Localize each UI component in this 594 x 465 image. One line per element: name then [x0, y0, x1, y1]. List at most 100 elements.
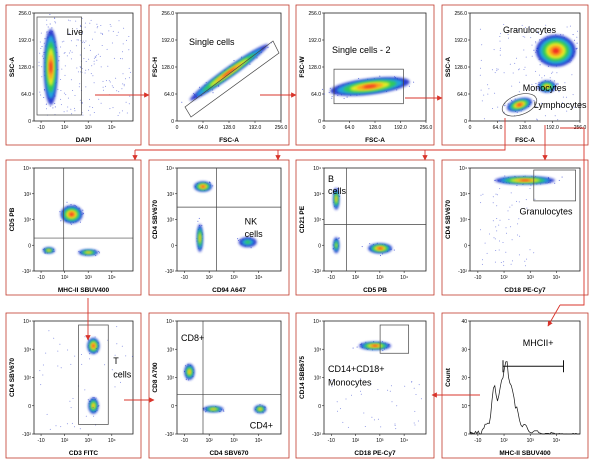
density-contour: [86, 251, 91, 254]
event-dot: [413, 81, 415, 83]
event-dot: [377, 389, 379, 391]
event-dot: [99, 55, 101, 57]
y-axis-label: CD8 A700: [152, 362, 159, 392]
x-tick-label: 10²: [61, 125, 69, 131]
event-dot: [79, 66, 81, 68]
gating-panel-p5: 10⁴ 10³ 10² 0 -10² -10 10² 10³ 10⁴ MHC-II SBUV400…: [5, 159, 142, 296]
density-contour: [222, 67, 236, 78]
x-tick-label: 64.0: [345, 125, 355, 131]
y-axis-label: SSC-A: [9, 57, 16, 78]
density-contour: [520, 179, 530, 182]
event-dot: [524, 66, 526, 68]
event-dot: [181, 101, 183, 103]
event-dot: [520, 110, 522, 112]
event-dot: [51, 27, 53, 29]
event-dot: [516, 184, 518, 186]
event-dot: [89, 106, 91, 108]
event-dot: [351, 394, 352, 396]
event-dot: [544, 115, 546, 117]
event-dot: [93, 82, 95, 84]
event-dot: [70, 363, 72, 365]
event-dot: [559, 106, 561, 108]
gate-label: CD4+: [250, 420, 273, 430]
event-dot: [109, 81, 111, 83]
event-dot: [79, 54, 81, 56]
event-dot: [346, 96, 348, 98]
event-dot: [111, 42, 113, 44]
event-dot: [95, 55, 97, 57]
event-dot: [102, 80, 104, 82]
event-dot: [518, 254, 520, 256]
event-dot: [59, 211, 61, 213]
event-dot: [201, 224, 203, 226]
event-dot: [89, 22, 91, 24]
event-dot: [129, 95, 131, 97]
event-dot: [505, 227, 507, 229]
event-dot: [82, 114, 84, 116]
event-dot: [89, 44, 90, 46]
y-tick-label: 64.0: [164, 92, 174, 98]
event-dot: [531, 44, 533, 46]
y-tick-label: 10²: [24, 376, 32, 382]
event-dot: [420, 398, 422, 400]
y-tick-label: 128.0: [161, 65, 174, 71]
event-dot: [529, 188, 531, 189]
y-tick-label: 256.0: [308, 11, 321, 17]
event-dot: [413, 422, 415, 424]
gate-label: T: [113, 356, 119, 366]
event-dot: [491, 69, 493, 71]
event-dot: [123, 83, 125, 85]
event-dot: [57, 365, 59, 367]
event-dot: [380, 426, 382, 428]
event-dot: [114, 354, 116, 356]
event-dot: [113, 57, 115, 59]
event-dot: [198, 86, 201, 88]
event-dot: [79, 83, 81, 85]
event-dot: [66, 423, 68, 425]
event-dot: [256, 57, 258, 59]
event-dot: [43, 57, 44, 59]
event-dot: [498, 120, 500, 122]
x-axis-label: CD4 SBV670: [209, 450, 248, 457]
x-tick-label: 128.0: [519, 125, 532, 131]
event-dot: [123, 27, 125, 29]
panel-frame: [148, 159, 290, 296]
event-dot: [70, 79, 72, 81]
event-dot: [59, 343, 61, 345]
event-dot: [505, 251, 507, 253]
x-axis-label: FSC-A: [365, 137, 385, 144]
event-dot: [39, 370, 41, 372]
event-dot: [82, 42, 84, 44]
y-tick-label: 10³: [314, 192, 322, 198]
y-tick-label: 192.0: [308, 38, 321, 44]
event-dot: [98, 252, 101, 254]
y-tick-label: 0: [171, 243, 174, 249]
event-dot: [495, 193, 497, 195]
event-dot: [58, 60, 60, 62]
event-dot: [98, 405, 100, 407]
event-dot: [503, 264, 505, 266]
y-tick-label: 10³: [314, 347, 322, 353]
event-dot: [533, 252, 535, 254]
event-dot: [496, 68, 498, 70]
event-dot: [108, 80, 110, 82]
y-tick-label: 10⁴: [313, 166, 321, 172]
event-dot: [554, 115, 556, 117]
event-dot: [60, 79, 62, 80]
event-dot: [352, 347, 354, 349]
event-dot: [47, 26, 49, 28]
event-dot: [479, 28, 481, 30]
event-dot: [45, 352, 47, 354]
event-dot: [503, 261, 505, 263]
event-dot: [101, 33, 103, 34]
event-dot: [128, 49, 130, 51]
x-tick-label: 10⁴: [108, 125, 116, 131]
x-axis-label: CD5 PB: [363, 287, 387, 294]
x-tick-label: -10: [37, 275, 44, 281]
event-dot: [69, 400, 71, 402]
event-dot: [418, 384, 420, 386]
event-dot: [60, 90, 62, 91]
event-dot: [525, 199, 527, 201]
y-tick-label: 256.0: [454, 11, 467, 17]
